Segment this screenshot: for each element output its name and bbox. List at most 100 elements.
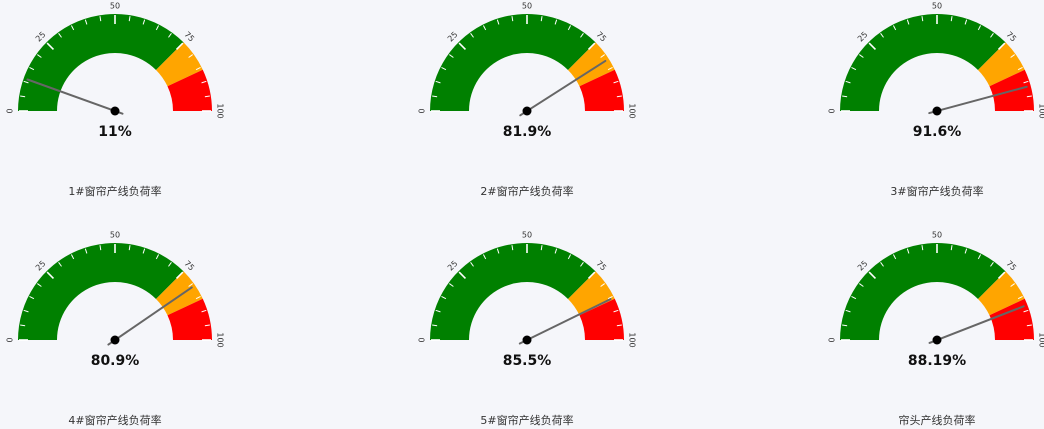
- gauge-1-value: 11%: [98, 124, 132, 140]
- gauge-6-title: 帘头产线负荷率: [898, 414, 976, 427]
- gauge-3-tick-45: [921, 16, 924, 22]
- gauge-6-tick-label-25: 25: [856, 259, 870, 273]
- gauge-1-tick-15: [29, 66, 35, 71]
- gauge-1-tick-20: [37, 54, 42, 58]
- gauge-1-band-3: [167, 69, 212, 111]
- gauge-1-tick-label-75: 75: [182, 30, 196, 44]
- gauge-2-tick-15: [441, 66, 447, 71]
- gauge-4-tick-40: [84, 248, 88, 254]
- gauge-6-band-2: [978, 271, 1025, 316]
- gauge-3-title: 3#窗帘产线负荷率: [890, 185, 984, 198]
- gauge-6: 0 25 50 75 100 88.19% 帘头产线负荷率: [822, 229, 1044, 429]
- gauge-2-band-2: [568, 42, 615, 87]
- gauge-5-title: 5#窗帘产线负荷率: [480, 414, 574, 427]
- gauge-2-tick-70: [580, 33, 584, 38]
- gauge-1-needle: [26, 78, 124, 115]
- gauge-2-tick-80: [600, 54, 605, 58]
- gauge-1-tick-80: [188, 54, 193, 58]
- gauge-6-tick-95: [1026, 324, 1032, 327]
- gauge-6-tick-65: [977, 254, 982, 260]
- gauge-5-tick-label-0: 0: [418, 337, 427, 342]
- gauge-4-tick-25: [46, 271, 55, 280]
- gauge-4-tick-30: [58, 262, 62, 267]
- gauge-5-tick-70: [580, 262, 584, 267]
- gauge-1-tick-5: [20, 95, 26, 98]
- gauge-4-tick-label-0: 0: [6, 337, 15, 342]
- gauge-1-tick-label-50: 50: [110, 2, 120, 11]
- gauge-2-tick-5: [432, 95, 438, 98]
- gauge-2-tick-30: [470, 33, 474, 38]
- gauge-6-tick-15: [851, 295, 857, 300]
- gauge-4-value: 80.9%: [91, 353, 140, 369]
- gauge-6-tick-35: [892, 254, 897, 260]
- gauge-3-tick-90: [1023, 80, 1029, 84]
- gauge-3-tick-55: [950, 16, 953, 22]
- gauge-3-tick-label-75: 75: [1004, 30, 1018, 44]
- gauge-3-tick-10: [845, 80, 851, 84]
- gauge-3-tick-95: [1026, 95, 1032, 98]
- gauge-1-tick-35: [70, 25, 75, 31]
- gauge-2-tick-10: [435, 80, 441, 84]
- gauge-1-tick-85: [195, 66, 201, 71]
- gauge-6-tick-60: [964, 248, 968, 254]
- gauge-4-tick-20: [37, 283, 42, 287]
- gauge-4-tick-label-100: 100: [216, 332, 225, 347]
- gauge-3-tick-75: [997, 42, 1006, 51]
- gauge-6-tick-5: [842, 324, 848, 327]
- gauge-5-tick-40: [496, 248, 500, 254]
- gauge-3-tick-40: [906, 19, 910, 25]
- gauge-5-tick-25: [458, 271, 467, 280]
- gauge-2-tick-25: [458, 42, 467, 51]
- gauge-5-tick-5: [432, 324, 438, 327]
- gauge-1-tick-label-100: 100: [216, 103, 225, 118]
- gauge-4-tick-35: [70, 254, 75, 260]
- gauge-5-svg: 0 25 50 75 100 85.5%: [418, 231, 637, 370]
- gauge-6-tick-label-75: 75: [1004, 259, 1018, 273]
- gauge-5-tick-80: [600, 283, 605, 287]
- gauge-2-value: 81.9%: [503, 124, 552, 140]
- gauge-4-tick-label-50: 50: [110, 231, 120, 240]
- gauge-4-tick-45: [99, 245, 102, 251]
- gauge-5-tick-10: [435, 309, 441, 313]
- gauge-1-tick-30: [58, 33, 62, 38]
- gauge-5-tick-95: [616, 324, 622, 327]
- gauge-5-tick-45: [511, 245, 514, 251]
- gauge-4-tick-10: [23, 309, 29, 313]
- gauge-3-needle-hub: [932, 106, 942, 116]
- gauge-1-tick-75: [175, 42, 184, 51]
- gauge-1-tick-40: [84, 19, 88, 25]
- gauge-3-tick-20: [859, 54, 864, 58]
- gauge-1-tick-label-25: 25: [34, 30, 48, 44]
- gauge-4-band-3: [167, 298, 212, 340]
- gauge-5-tick-label-75: 75: [594, 259, 608, 273]
- gauge-5-band-3: [579, 298, 624, 340]
- gauge-3-band-2: [978, 42, 1025, 87]
- gauge-3-tick-15: [851, 66, 857, 71]
- gauge-4-tick-60: [142, 248, 146, 254]
- gauge-2-tick-20: [449, 54, 454, 58]
- gauge-5-tick-15: [441, 295, 447, 300]
- gauge-3-tick-label-0: 0: [828, 108, 837, 113]
- gauge-4-needle-hub: [110, 335, 120, 345]
- gauge-2-tick-label-0: 0: [418, 108, 427, 113]
- gauge-4-tick-95: [204, 324, 210, 327]
- gauge-2-needle: [519, 59, 607, 117]
- gauge-3-tick-80: [1010, 54, 1015, 58]
- gauge-2-tick-90: [613, 80, 619, 84]
- gauge-4-tick-label-75: 75: [182, 259, 196, 273]
- gauge-4-tick-75: [175, 271, 184, 280]
- gauge-2-tick-label-100: 100: [628, 103, 637, 118]
- gauge-4-tick-65: [155, 254, 160, 260]
- gauge-6-tick-20: [859, 283, 864, 287]
- gauge-6-tick-label-0: 0: [828, 337, 837, 342]
- gauge-3-value: 91.6%: [913, 124, 962, 140]
- gauge-5-tick-30: [470, 262, 474, 267]
- gauge-1-tick-95: [204, 95, 210, 98]
- gauge-4-tick-55: [128, 245, 131, 251]
- gauge-2-tick-60: [554, 19, 558, 25]
- gauge-6-tick-30: [880, 262, 884, 267]
- gauge-2-tick-35: [482, 25, 487, 31]
- gauge-6-tick-55: [950, 245, 953, 251]
- gauge-1-title: 1#窗帘产线负荷率: [68, 185, 162, 198]
